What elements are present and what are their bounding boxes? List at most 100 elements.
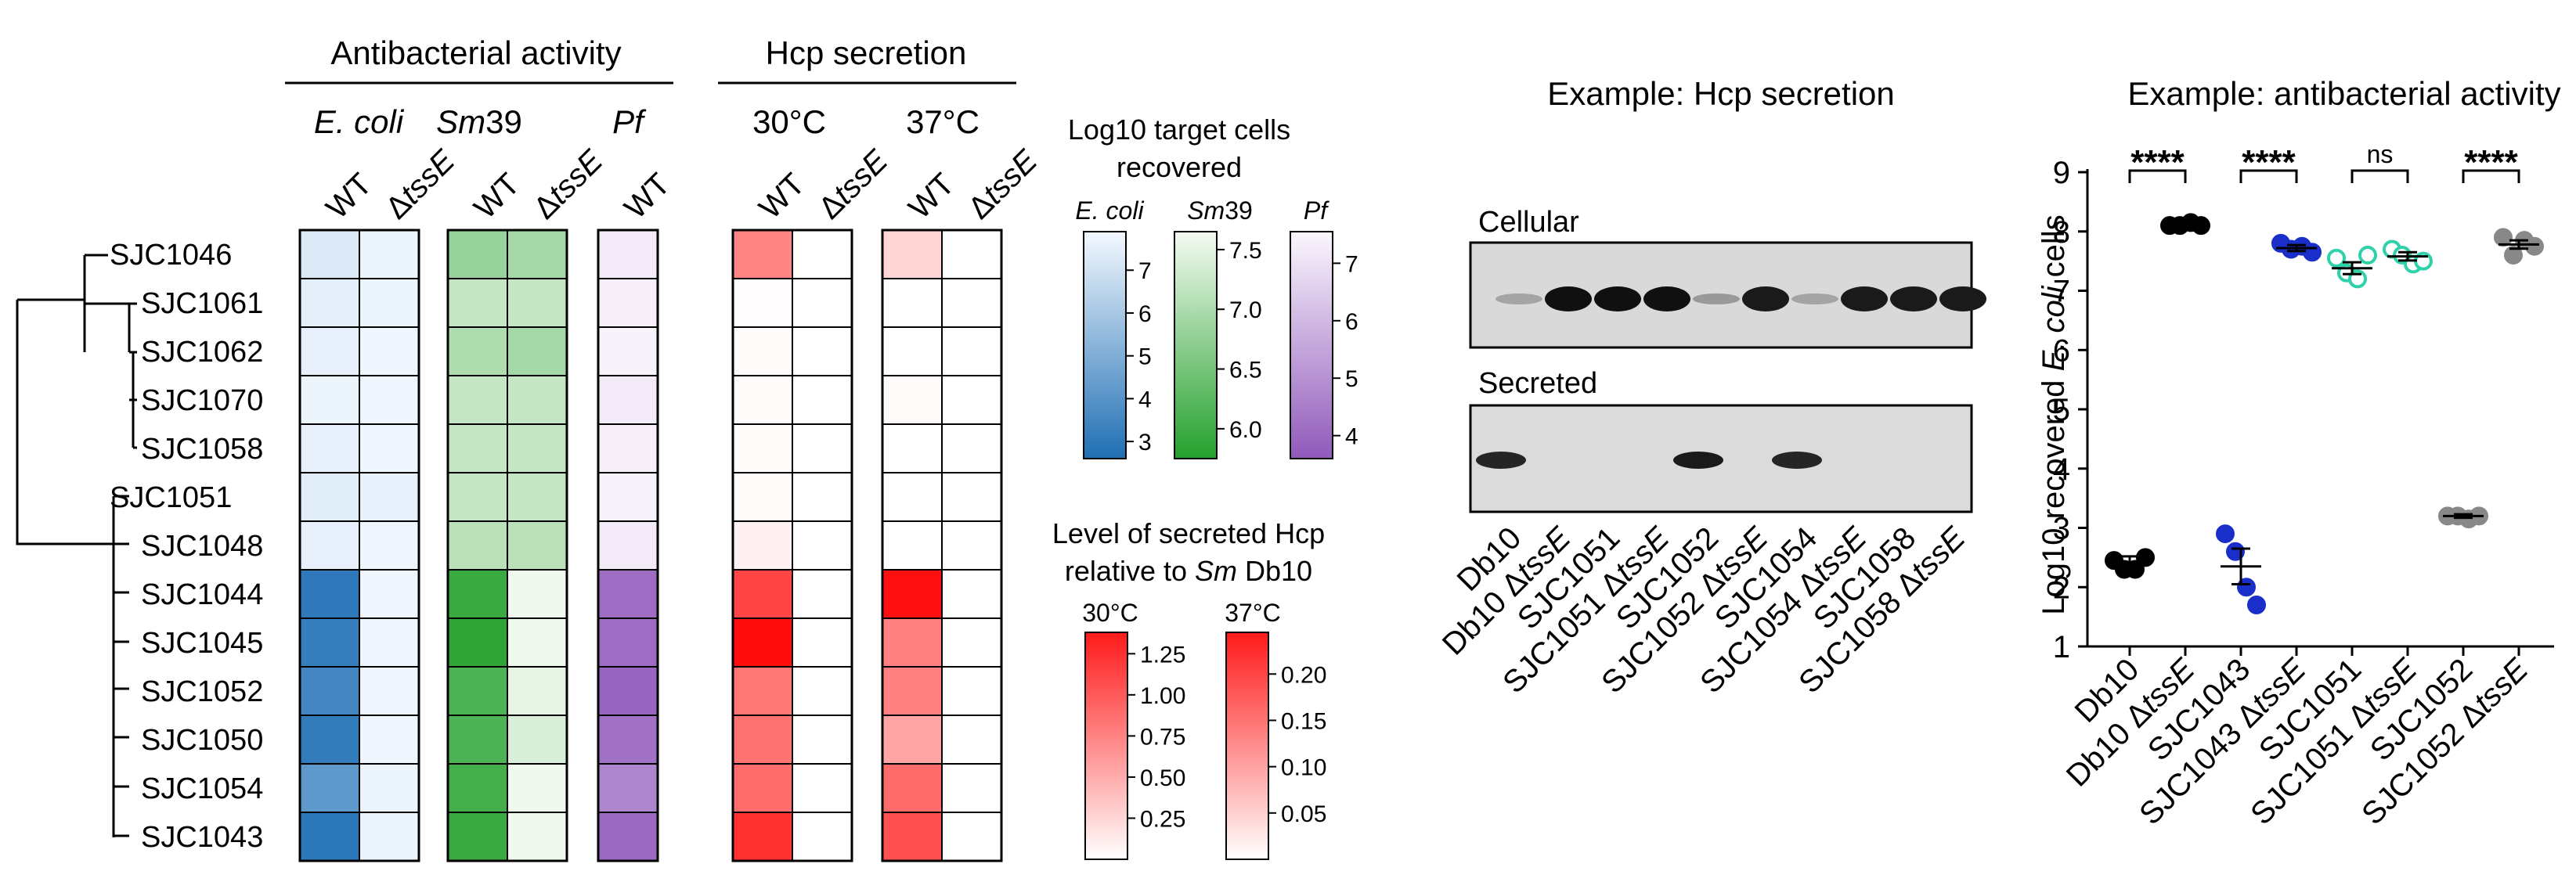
heatmap-cell-sm39-dtsse bbox=[507, 812, 568, 862]
scatter-point bbox=[2358, 246, 2377, 265]
heatmap-cell-sm39-wt bbox=[447, 472, 508, 522]
scatter-title: Example: antibacterial activity bbox=[2127, 75, 2560, 112]
colorbar-ecoli-tick-label: 7 bbox=[1138, 258, 1152, 284]
heatmap-cell-sm39-wt bbox=[447, 326, 508, 376]
sm39-group-label: Sm39 bbox=[436, 103, 522, 140]
legend-ecoli-label: E. coli bbox=[1075, 196, 1144, 225]
heatmap-block-outline bbox=[731, 229, 853, 862]
scatter-y-tick-label: 2 bbox=[2053, 571, 2070, 605]
blot-band-cellular bbox=[1841, 286, 1888, 311]
dendrogram bbox=[16, 254, 137, 837]
scatter-y-tick-label: 4 bbox=[2053, 452, 2070, 487]
heatmap-column-label: WT bbox=[902, 167, 961, 225]
heatmap-cell-ecoli-wt bbox=[299, 375, 360, 425]
blot-band-cellular bbox=[1939, 286, 1986, 311]
scatter-y-tick-label: 1 bbox=[2053, 630, 2070, 664]
heatmap-cell-h30-wt bbox=[732, 278, 793, 328]
heatmap-cell-ecoli-wt bbox=[299, 617, 360, 668]
heatmap-row-label: SJC1058 bbox=[141, 433, 263, 466]
heatmap-cell-sm39-dtsse bbox=[507, 569, 568, 619]
heatmap-cell-ecoli-wt bbox=[299, 666, 360, 716]
heatmap-cell-h30-dtsse bbox=[792, 326, 853, 376]
significance-label: **** bbox=[2464, 143, 2518, 182]
legend-hcp-title-line1: Level of secreted Hcp bbox=[1052, 517, 1325, 549]
colorbar-ecoli bbox=[1083, 231, 1127, 459]
heatmap-cell-h30-wt bbox=[732, 423, 793, 473]
heatmap-header: Antibacterial activity Hcp secretion E. … bbox=[285, 34, 1016, 140]
heatmap-cell-h37-dtsse bbox=[941, 326, 1002, 376]
heatmap-cell-h30-dtsse bbox=[792, 472, 853, 522]
heatmap-cell-ecoli-wt bbox=[299, 812, 360, 862]
heatmap-cell-h30-dtsse bbox=[792, 520, 853, 571]
heatmap-cell-sm39-wt bbox=[447, 229, 508, 279]
hcp-secretion-title: Hcp secretion bbox=[766, 34, 967, 71]
scatter-y-tick-label: 8 bbox=[2053, 215, 2070, 250]
heatmap-cell-ecoli-dtsse bbox=[359, 812, 420, 862]
heatmap-cell-h37-wt bbox=[882, 326, 943, 376]
heatmap-cell-h37-wt bbox=[882, 715, 943, 765]
heatmap-column-label: WT bbox=[618, 167, 676, 225]
heatmap-cell-sm39-wt bbox=[447, 666, 508, 716]
heatmap-cell-h37-wt bbox=[882, 472, 943, 522]
heatmap-cell-pf-wt bbox=[597, 472, 658, 522]
heatmap-cell-ecoli-dtsse bbox=[359, 715, 420, 765]
heatmap-cell-h30-wt bbox=[732, 617, 793, 668]
heatmap-block-outline bbox=[298, 229, 420, 862]
colorbar-hcp-37c-tick-label: 0.10 bbox=[1281, 755, 1326, 781]
heatmap-cell-ecoli-dtsse bbox=[359, 326, 420, 376]
heatmap-cell-pf-wt bbox=[597, 715, 658, 765]
colorbar-pf-tick-label: 4 bbox=[1345, 424, 1358, 450]
heatmap-cell-h30-wt bbox=[732, 520, 793, 571]
legend-log10: Log10 target cells recovered E. coli Sm3… bbox=[1068, 113, 1329, 225]
heatmap-row-label: SJC1061 bbox=[141, 287, 263, 320]
heatmap-cell-h30-wt bbox=[732, 326, 793, 376]
blot-band-cellular bbox=[1643, 286, 1690, 311]
heatmap-cell-ecoli-dtsse bbox=[359, 763, 420, 813]
colorbar-hcp-30c-tick-label: 0.75 bbox=[1140, 724, 1185, 750]
blot-band-secreted bbox=[1673, 452, 1723, 469]
scatter-y-tick-label: 9 bbox=[2053, 156, 2070, 190]
heatmap-cell-ecoli-dtsse bbox=[359, 375, 420, 425]
heatmap-cell-h30-wt bbox=[732, 763, 793, 813]
heatmap-cell-sm39-wt bbox=[447, 520, 508, 571]
heatmap-cell-sm39-dtsse bbox=[507, 326, 568, 376]
heatmap-cell-h37-wt bbox=[882, 763, 943, 813]
scatter-point bbox=[2303, 243, 2322, 262]
heatmap-cell-h37-dtsse bbox=[941, 278, 1002, 328]
heatmap-cell-h37-wt bbox=[882, 520, 943, 571]
colorbar-pf-tick-label: 7 bbox=[1345, 251, 1358, 277]
significance-label: ns bbox=[2367, 140, 2394, 168]
heatmap-column-label: ΔtssE bbox=[812, 142, 895, 225]
heatmap-cell-h37-dtsse bbox=[941, 423, 1002, 473]
heatmap-cell-h37-dtsse bbox=[941, 812, 1002, 862]
colorbars-hcp: 1.25 1.00 0.75 0.50 0.25 0.20 0.15 0.10 0.05 bbox=[1084, 632, 1326, 860]
scatter-point bbox=[2327, 248, 2346, 268]
heatmap-cell-sm39-dtsse bbox=[507, 278, 568, 328]
blot-band-cellular bbox=[1742, 286, 1789, 311]
heatmap-column-label: ΔtssE bbox=[961, 142, 1044, 225]
heatmap-cell-h37-dtsse bbox=[941, 520, 1002, 571]
heatmap-cell-ecoli-dtsse bbox=[359, 520, 420, 571]
heatmap-cell-h37-wt bbox=[882, 617, 943, 668]
significance-label: **** bbox=[2242, 143, 2296, 182]
heatmap-cell-h37-dtsse bbox=[941, 375, 1002, 425]
heatmap-block-outline bbox=[446, 229, 568, 862]
heatmap-cell-h30-wt bbox=[732, 229, 793, 279]
heatmap-row-label: SJC1050 bbox=[141, 724, 263, 757]
heatmap-cell-ecoli-wt bbox=[299, 472, 360, 522]
scatter-y-tick-label: 7 bbox=[2053, 275, 2070, 309]
heatmap-cell-h37-dtsse bbox=[941, 472, 1002, 522]
heatmap-cell-sm39-dtsse bbox=[507, 763, 568, 813]
heatmap-cell-h37-wt bbox=[882, 375, 943, 425]
colorbar-sm39-tick-label: 6.0 bbox=[1229, 417, 1262, 443]
colorbar-pf bbox=[1290, 231, 1333, 459]
colorbar-sm39-tick-label: 7.5 bbox=[1229, 238, 1262, 264]
heatmap-cell-h37-dtsse bbox=[941, 229, 1002, 279]
heatmap-cell-h37-wt bbox=[882, 423, 943, 473]
heatmap-cell-h30-wt bbox=[732, 666, 793, 716]
heatmap-cell-ecoli-wt bbox=[299, 763, 360, 813]
colorbar-hcp-30c bbox=[1084, 632, 1128, 860]
blot-title: Example: Hcp secretion bbox=[1547, 75, 1895, 112]
